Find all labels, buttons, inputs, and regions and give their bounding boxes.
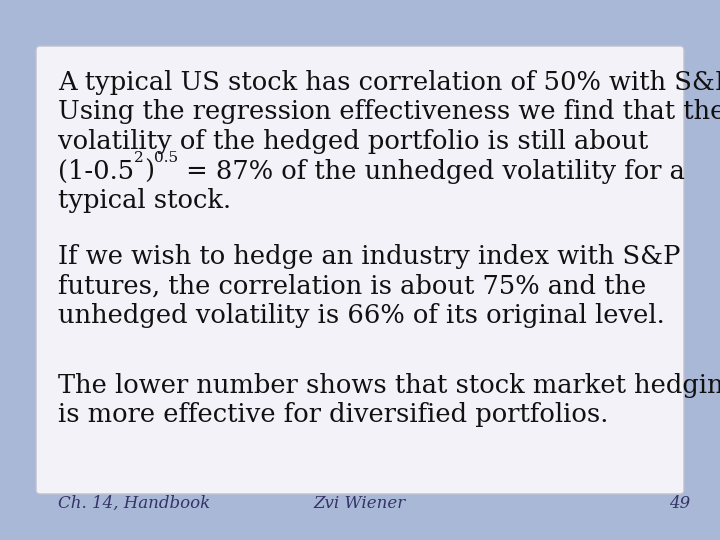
Text: 0.5: 0.5 — [154, 151, 178, 165]
Text: typical stock.: typical stock. — [58, 188, 231, 213]
Text: unhedged volatility is 66% of its original level.: unhedged volatility is 66% of its origin… — [58, 303, 665, 328]
Text: If we wish to hedge an industry index with S&P: If we wish to hedge an industry index wi… — [58, 244, 680, 269]
Text: Ch. 14, Handbook: Ch. 14, Handbook — [58, 495, 210, 512]
Text: (1-0.5: (1-0.5 — [58, 159, 134, 184]
Text: The lower number shows that stock market hedging: The lower number shows that stock market… — [58, 373, 720, 397]
Text: Using the regression effectiveness we find that the: Using the regression effectiveness we fi… — [58, 99, 720, 125]
Text: 2: 2 — [134, 151, 144, 165]
Text: 49: 49 — [669, 495, 690, 512]
Text: A typical US stock has correlation of 50% with S&P.: A typical US stock has correlation of 50… — [58, 70, 720, 95]
Text: Zvi Wiener: Zvi Wiener — [314, 495, 406, 512]
Text: is more effective for diversified portfolios.: is more effective for diversified portfo… — [58, 402, 608, 427]
Text: volatility of the hedged portfolio is still about: volatility of the hedged portfolio is st… — [58, 129, 648, 154]
FancyBboxPatch shape — [36, 46, 684, 494]
Text: ): ) — [144, 159, 154, 184]
Text: = 87% of the unhedged volatility for a: = 87% of the unhedged volatility for a — [178, 159, 685, 184]
Text: futures, the correlation is about 75% and the: futures, the correlation is about 75% an… — [58, 274, 647, 299]
